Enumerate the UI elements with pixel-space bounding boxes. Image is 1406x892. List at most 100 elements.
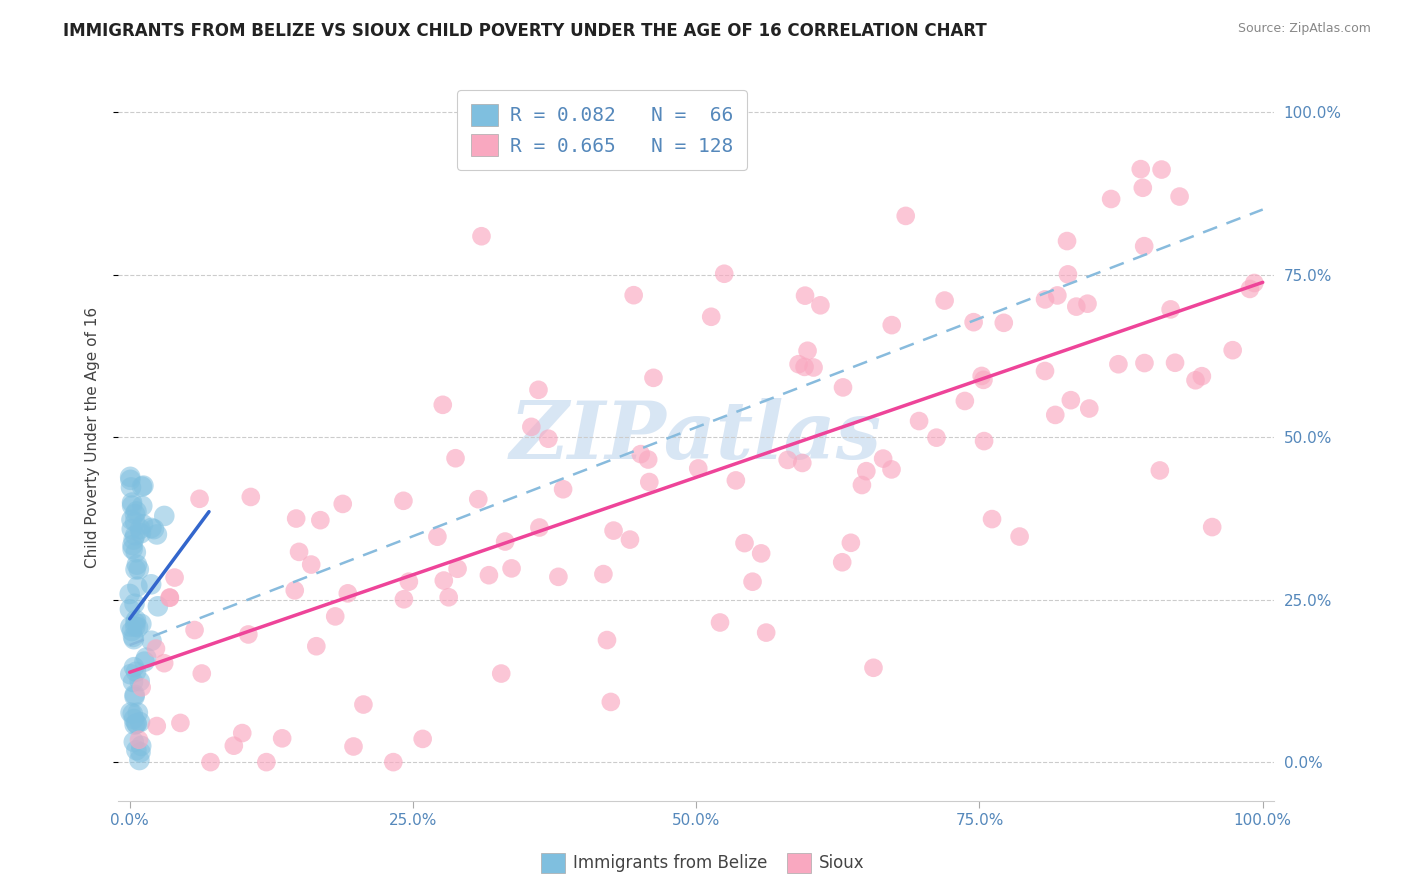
Point <box>392 592 415 607</box>
Point <box>120 667 142 681</box>
Point <box>118 587 141 601</box>
Point <box>1078 401 1101 416</box>
Point <box>433 574 456 588</box>
Point <box>127 580 149 594</box>
Point <box>125 716 148 731</box>
Point <box>131 616 153 631</box>
Point <box>1045 408 1067 422</box>
Point <box>128 753 150 767</box>
Point <box>755 625 778 640</box>
Point <box>862 661 884 675</box>
Text: ZIPatlas: ZIPatlas <box>510 399 883 475</box>
Point <box>120 620 142 634</box>
Point <box>352 698 374 712</box>
Point <box>688 461 710 475</box>
Point <box>299 558 322 572</box>
Point <box>124 528 146 542</box>
Point <box>1008 530 1031 544</box>
Point <box>1066 300 1088 314</box>
Point <box>1243 276 1265 290</box>
Point <box>637 452 659 467</box>
Point <box>121 499 143 513</box>
Point <box>169 715 191 730</box>
Point <box>124 717 146 731</box>
Point <box>159 591 181 605</box>
Point <box>432 398 454 412</box>
Point <box>1076 296 1098 310</box>
Point <box>1060 393 1083 408</box>
Point <box>323 609 346 624</box>
Point <box>1191 369 1213 384</box>
Point <box>153 508 176 523</box>
Point <box>1033 364 1056 378</box>
Point <box>121 706 143 721</box>
Point <box>129 715 152 730</box>
Point <box>239 490 262 504</box>
Point <box>254 755 277 769</box>
Point <box>908 414 931 428</box>
Point <box>925 431 948 445</box>
Point <box>1057 268 1080 282</box>
Point <box>122 674 145 689</box>
Point <box>972 373 994 387</box>
Point <box>1150 162 1173 177</box>
Point <box>851 478 873 492</box>
Point <box>238 627 260 641</box>
Point <box>880 462 903 476</box>
Point <box>1164 356 1187 370</box>
Point <box>741 574 763 589</box>
Point <box>776 453 799 467</box>
Point <box>894 209 917 223</box>
Point <box>551 482 574 496</box>
Point <box>794 288 817 302</box>
Point <box>141 521 163 535</box>
Point <box>470 229 492 244</box>
Point <box>970 368 993 383</box>
Point <box>749 546 772 560</box>
Legend: R = 0.082   N =  66, R = 0.665   N = 128: R = 0.082 N = 66, R = 0.665 N = 128 <box>457 90 747 169</box>
Point <box>527 383 550 397</box>
Point <box>880 318 903 332</box>
Point <box>494 534 516 549</box>
Point <box>1133 356 1156 370</box>
Text: Source: ZipAtlas.com: Source: ZipAtlas.com <box>1237 22 1371 36</box>
Point <box>121 495 143 509</box>
Point <box>619 533 641 547</box>
Point <box>953 394 976 409</box>
Point <box>332 497 354 511</box>
Point <box>120 473 142 487</box>
Point <box>121 624 143 638</box>
Point <box>1046 288 1069 302</box>
Point <box>839 536 862 550</box>
Point <box>153 656 176 670</box>
Point <box>231 726 253 740</box>
Point <box>1201 520 1223 534</box>
Point <box>163 570 186 584</box>
Point <box>1239 282 1261 296</box>
Point <box>1107 357 1129 371</box>
Point <box>125 716 148 731</box>
Point <box>146 599 169 614</box>
Point <box>501 561 523 575</box>
Point <box>342 739 364 754</box>
Point <box>444 451 467 466</box>
Y-axis label: Child Poverty Under the Age of 16: Child Poverty Under the Age of 16 <box>86 307 100 567</box>
Point <box>127 706 149 720</box>
Point <box>793 359 815 374</box>
Point <box>810 298 832 312</box>
Point <box>437 591 460 605</box>
Point <box>135 650 157 665</box>
Point <box>426 530 449 544</box>
Point <box>131 480 153 494</box>
Point <box>128 562 150 576</box>
Point <box>141 633 163 648</box>
Point <box>623 288 645 302</box>
Point <box>382 755 405 769</box>
Point <box>962 315 984 329</box>
Point <box>200 755 222 769</box>
Point <box>134 655 156 669</box>
Point <box>973 434 995 448</box>
Point <box>602 524 624 538</box>
Point <box>1129 162 1152 177</box>
Point <box>638 475 661 489</box>
